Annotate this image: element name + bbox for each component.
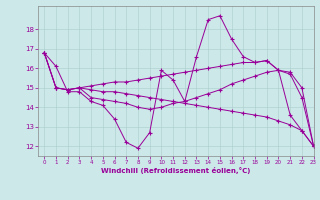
X-axis label: Windchill (Refroidissement éolien,°C): Windchill (Refroidissement éolien,°C) [101, 167, 251, 174]
